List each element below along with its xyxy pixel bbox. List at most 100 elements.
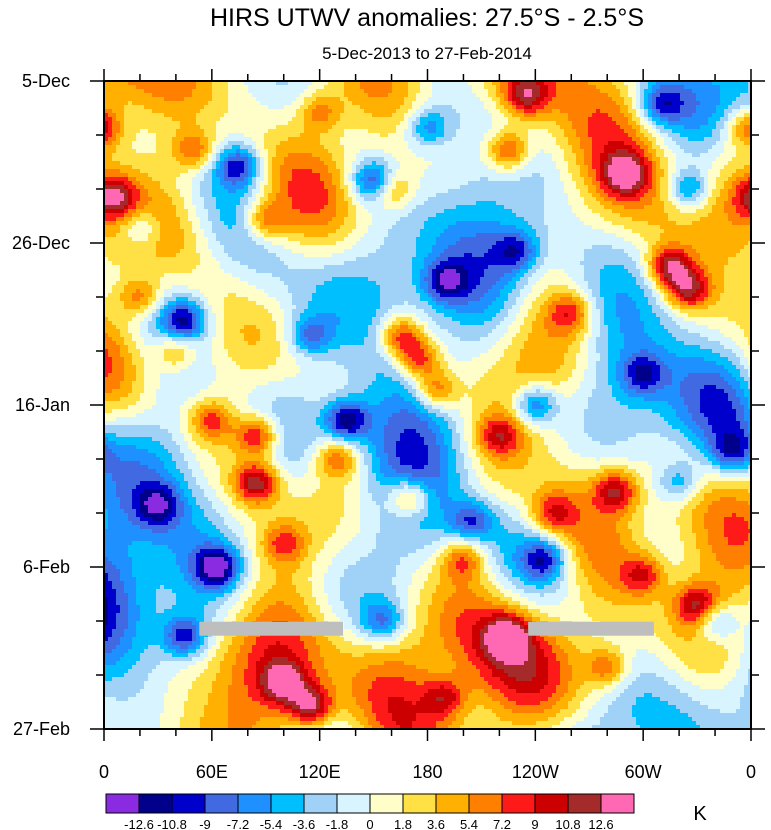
field-cell <box>272 489 277 494</box>
field-cell <box>708 441 717 446</box>
field-cell <box>688 405 701 410</box>
field-cell <box>288 349 297 354</box>
field-cell <box>648 105 653 110</box>
field-cell <box>228 189 237 194</box>
field-cell <box>504 317 517 322</box>
field-cell <box>472 409 485 414</box>
field-cell <box>104 233 117 238</box>
field-cell <box>612 221 649 226</box>
field-cell <box>260 225 341 230</box>
field-cell <box>508 421 517 426</box>
field-cell <box>624 337 653 342</box>
field-cell <box>672 177 677 182</box>
field-cell <box>660 273 665 278</box>
field-cell <box>604 165 609 170</box>
field-cell <box>696 533 709 538</box>
field-cell <box>196 401 213 406</box>
field-cell <box>680 173 701 178</box>
field-cell <box>720 189 729 194</box>
field-cell <box>160 309 165 314</box>
field-cell <box>740 369 749 374</box>
field-cell <box>364 109 397 114</box>
field-cell <box>452 441 461 446</box>
field-cell <box>648 101 653 106</box>
field-cell <box>360 161 373 166</box>
field-cell <box>520 137 529 142</box>
field-cell <box>668 281 673 286</box>
field-cell <box>200 193 213 198</box>
field-cell <box>220 161 225 166</box>
field-cell <box>748 357 751 362</box>
field-cell <box>712 273 725 278</box>
field-cell <box>260 441 265 446</box>
field-cell <box>104 225 121 230</box>
field-cell <box>656 173 665 178</box>
field-cell <box>332 465 345 470</box>
field-cell <box>684 489 693 494</box>
field-cell <box>568 349 581 354</box>
field-cell <box>720 449 725 454</box>
field-cell <box>644 205 665 210</box>
field-cell <box>148 189 165 194</box>
field-cell <box>204 493 217 498</box>
field-cell <box>292 341 297 346</box>
field-cell <box>104 381 121 386</box>
field-cell <box>520 177 545 182</box>
field-cell <box>132 353 141 358</box>
field-cell <box>740 109 751 114</box>
field-cell <box>176 465 189 470</box>
field-cell <box>600 201 613 206</box>
field-cell <box>632 241 649 246</box>
field-cell <box>408 141 421 146</box>
field-cell <box>744 409 751 414</box>
field-cell <box>284 261 345 266</box>
field-cell <box>244 185 249 190</box>
field-cell <box>492 517 501 522</box>
field-cell <box>660 265 665 270</box>
field-cell <box>740 345 751 350</box>
field-cell <box>140 305 149 310</box>
field-cell <box>416 381 421 386</box>
field-cell <box>604 485 625 490</box>
field-cell <box>208 297 225 302</box>
field-cell <box>624 389 637 394</box>
field-cell <box>340 177 345 182</box>
field-cell <box>700 293 709 298</box>
field-cell <box>224 301 257 306</box>
field-cell <box>224 161 229 166</box>
field-cell <box>564 529 617 534</box>
field-cell <box>204 553 225 558</box>
field-cell <box>272 405 325 410</box>
field-cell <box>440 501 473 506</box>
field-cell <box>220 465 233 470</box>
field-cell <box>104 477 113 482</box>
field-cell <box>444 269 457 274</box>
field-cell <box>236 153 241 158</box>
field-cell <box>128 209 137 214</box>
field-cell <box>628 373 637 378</box>
field-cell <box>568 169 581 174</box>
field-cell <box>436 269 445 274</box>
field-cell <box>744 245 751 250</box>
field-cell <box>192 513 205 518</box>
field-cell <box>668 185 673 190</box>
field-cell <box>404 349 425 354</box>
field-cell <box>496 201 545 206</box>
field-cell <box>332 405 341 410</box>
field-cell <box>620 401 669 406</box>
field-cell <box>492 453 517 458</box>
field-cell <box>472 465 485 470</box>
field-cell <box>408 213 437 218</box>
field-cell <box>192 189 201 194</box>
field-cell <box>528 221 545 226</box>
field-cell <box>200 305 205 310</box>
field-cell <box>480 141 489 146</box>
field-cell <box>392 365 397 370</box>
field-cell <box>384 169 393 174</box>
field-cell <box>352 465 357 470</box>
field-cell <box>560 381 581 386</box>
field-cell <box>444 305 489 310</box>
field-cell <box>568 445 681 450</box>
field-cell <box>664 249 685 254</box>
field-cell <box>616 85 629 90</box>
